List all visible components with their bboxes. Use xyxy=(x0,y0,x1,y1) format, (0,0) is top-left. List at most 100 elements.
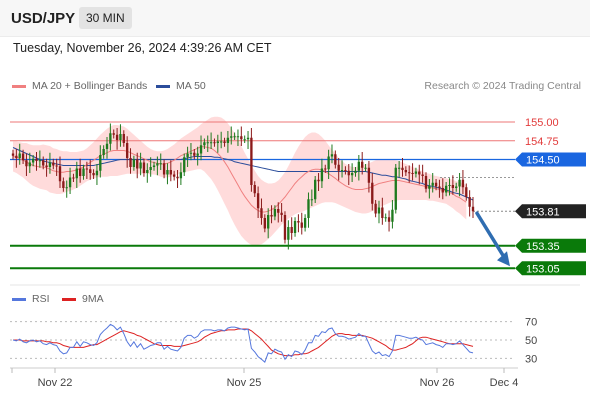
candle-up xyxy=(105,143,109,149)
timeframe-button[interactable]: 30 MIN xyxy=(79,7,132,29)
legend-ma20: MA 20 + Bollinger Bands xyxy=(12,80,147,92)
candle-up xyxy=(397,167,401,169)
candle-up xyxy=(95,170,99,176)
symbol-title: USD/JPY xyxy=(11,10,76,27)
candle-down xyxy=(176,176,179,179)
candle-up xyxy=(209,142,213,144)
x-tick-label: Nov 25 xyxy=(227,377,262,389)
candle-down xyxy=(136,159,139,169)
candle-up xyxy=(206,142,209,144)
candle-down xyxy=(408,172,411,174)
candle-up xyxy=(199,145,203,154)
rsi-line xyxy=(12,323,474,363)
candle-up xyxy=(236,136,240,138)
research-credit: Research © 2024 Trading Central xyxy=(424,80,581,92)
candle-down xyxy=(223,141,226,143)
candle-down xyxy=(468,197,471,207)
candle-up xyxy=(243,139,246,141)
rsi-tick-label: 70 xyxy=(525,317,537,329)
candle-down xyxy=(263,218,266,229)
level-label-153.05: 153.05 xyxy=(515,261,586,276)
level-label-154.50: 154.50 xyxy=(515,152,586,167)
candle-down xyxy=(471,206,475,212)
candle-up xyxy=(327,156,330,170)
candle-down xyxy=(15,155,18,158)
candle-down xyxy=(55,165,58,167)
candle-down xyxy=(250,137,253,185)
candle-down xyxy=(290,227,293,233)
x-tick-label: Dec 4 xyxy=(490,377,519,389)
candle-up xyxy=(68,177,72,188)
candle-down xyxy=(125,143,129,158)
candle-down xyxy=(58,166,62,182)
level-value: 154.50 xyxy=(526,155,560,167)
candle-up xyxy=(357,161,361,171)
candle-down xyxy=(78,168,82,176)
candle-down xyxy=(193,152,196,156)
candle-up xyxy=(65,187,68,189)
candle-down xyxy=(283,215,287,240)
ma50-swatch xyxy=(156,84,170,88)
candle-down xyxy=(277,209,280,213)
candle-down xyxy=(62,181,65,188)
candle-up xyxy=(431,182,434,186)
candle-up xyxy=(320,168,324,182)
x-tick-label: Nov 22 xyxy=(38,377,73,389)
candle-down xyxy=(434,182,438,187)
candle-up xyxy=(119,134,122,140)
rsi-tick-label: 30 xyxy=(525,353,537,365)
candle-down xyxy=(115,134,119,140)
level-label-153.35: 153.35 xyxy=(515,238,586,253)
candle-up xyxy=(293,221,297,233)
candle-down xyxy=(85,168,89,170)
timestamp: Tuesday, November 26, 2024 4:39:26 AM CE… xyxy=(13,41,272,55)
ma50-label: MA 50 xyxy=(176,80,206,92)
candle-up xyxy=(230,136,233,138)
candle-down xyxy=(169,170,172,175)
candle-up xyxy=(159,163,162,165)
ma9-label: 9MA xyxy=(82,293,104,305)
candle-down xyxy=(465,187,468,197)
legend-rsi: RSI xyxy=(12,293,50,305)
candle-down xyxy=(300,222,303,228)
level-label-153.81: 153.81 xyxy=(515,204,586,219)
candle-up xyxy=(189,152,193,154)
candle-down xyxy=(42,160,45,166)
candle-up xyxy=(391,209,394,222)
candle-down xyxy=(421,174,424,176)
candle-down xyxy=(424,176,428,189)
candle-up xyxy=(448,185,451,186)
candle-up xyxy=(152,165,156,167)
candle-down xyxy=(280,212,283,215)
candle-down xyxy=(441,188,444,193)
candle-down xyxy=(260,208,263,218)
candle-down xyxy=(361,161,364,168)
candle-up xyxy=(186,153,189,158)
candle-up xyxy=(350,173,354,176)
candle-up xyxy=(273,209,277,217)
candle-up xyxy=(364,167,367,169)
candle-up xyxy=(414,171,418,174)
candle-up xyxy=(179,172,183,179)
candle-down xyxy=(401,167,404,170)
candle-up xyxy=(166,170,169,175)
candle-down xyxy=(461,179,465,188)
header-bar: USD/JPY 30 MIN xyxy=(0,0,590,37)
candle-up xyxy=(428,185,431,189)
candle-down xyxy=(347,170,350,176)
rsi-swatch xyxy=(12,297,26,301)
candle-up xyxy=(246,137,250,140)
candle-down xyxy=(45,165,48,167)
candle-up xyxy=(444,185,448,193)
ma20-swatch xyxy=(12,84,26,88)
candle-down xyxy=(11,153,15,156)
candle-down xyxy=(52,162,55,166)
candle-up xyxy=(82,168,85,176)
ma20-line xyxy=(12,146,467,213)
candle-down xyxy=(297,221,300,223)
candle-up xyxy=(220,141,223,143)
candle-up xyxy=(216,141,219,143)
candle-up xyxy=(102,149,105,155)
forecast-arrow xyxy=(475,211,508,262)
